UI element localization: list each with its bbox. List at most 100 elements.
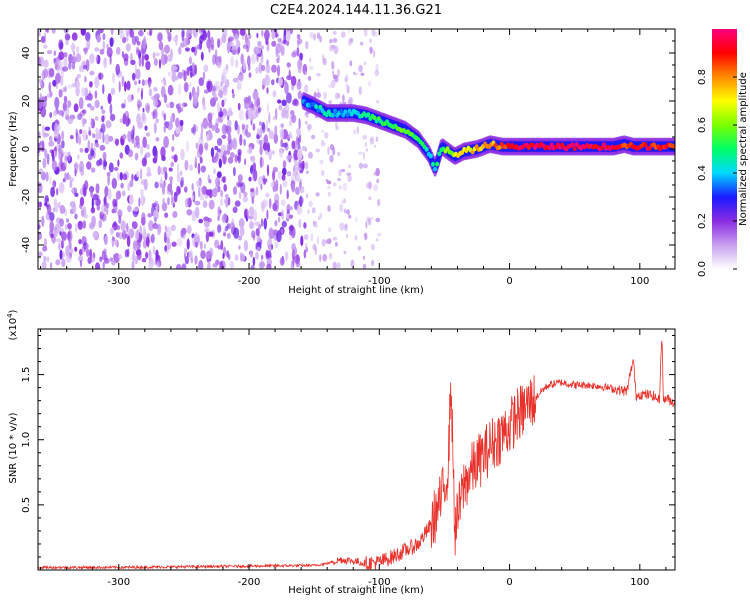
noise-blob	[316, 236, 319, 245]
y-tick-label: 20	[21, 95, 32, 108]
noise-blob	[235, 39, 241, 49]
noise-blob	[325, 239, 329, 244]
noise-blob	[137, 98, 141, 105]
noise-blob	[266, 250, 272, 258]
noise-blob	[77, 255, 84, 263]
noise-blob	[192, 91, 199, 104]
noise-blob	[333, 45, 339, 55]
noise-blob	[140, 189, 144, 197]
noise-blob	[248, 176, 252, 182]
noise-blob	[184, 197, 190, 208]
noise-blob	[252, 90, 259, 101]
noise-blob	[238, 72, 244, 82]
noise-blob	[338, 169, 342, 177]
x-tick-label: -100	[368, 577, 391, 588]
x-tick-label: -300	[107, 577, 130, 588]
noise-blob	[282, 160, 287, 169]
noise-blob	[363, 29, 368, 37]
noise-blob	[39, 92, 42, 101]
noise-blob	[185, 47, 190, 52]
noise-blob	[115, 190, 121, 200]
noise-blob	[145, 60, 151, 71]
noise-blob	[171, 241, 177, 247]
noise-blob	[109, 103, 113, 115]
noise-blob	[216, 61, 222, 69]
noise-blob	[41, 69, 46, 81]
noise-blob	[214, 127, 220, 134]
noise-blob	[63, 57, 68, 68]
noise-blob	[243, 98, 250, 110]
noise-blob	[41, 215, 45, 227]
noise-blob	[266, 263, 272, 269]
noise-blob	[212, 263, 218, 268]
noise-blob	[338, 185, 342, 190]
noise-blob	[79, 65, 82, 73]
noise-blob	[217, 38, 221, 48]
noise-blob	[291, 75, 297, 86]
noise-blob	[59, 41, 64, 50]
noise-blob	[106, 206, 109, 216]
colorbar-ticks: 0.0 0.2 0.4 0.6 0.8	[697, 69, 737, 277]
noise-blob	[214, 157, 219, 163]
noise-blob	[48, 81, 52, 93]
noise-blob	[265, 63, 271, 74]
noise-blob	[84, 147, 89, 153]
noise-blob	[85, 248, 90, 257]
noise-blob	[248, 146, 253, 155]
noise-blob	[177, 71, 183, 79]
noise-blob	[306, 123, 312, 130]
noise-blob	[313, 91, 317, 99]
noise-blob	[295, 254, 300, 263]
noise-blob	[278, 104, 283, 111]
noise-blob	[220, 81, 223, 87]
noise-blob	[69, 180, 73, 188]
noise-blob	[223, 67, 229, 74]
track-core	[431, 161, 435, 167]
noise-blob	[350, 259, 355, 268]
noise-blob	[349, 60, 353, 67]
noise-blob	[256, 32, 259, 39]
noise-blob	[281, 142, 288, 148]
noise-blob	[331, 61, 335, 70]
noise-blob	[115, 232, 120, 238]
noise-blob	[226, 232, 231, 239]
noise-blob	[144, 125, 148, 131]
noise-blob	[307, 208, 310, 215]
noise-blob	[186, 225, 192, 234]
noise-blob	[234, 120, 238, 131]
noise-blob	[141, 216, 146, 226]
noise-blob	[377, 198, 381, 207]
noise-blob	[68, 247, 74, 256]
noise-blob	[43, 59, 49, 68]
noise-blob	[126, 30, 129, 42]
noise-blob	[99, 128, 104, 133]
noise-blob	[77, 221, 83, 226]
noise-blob	[284, 82, 289, 95]
noise-blob	[176, 238, 183, 247]
noise-blob	[103, 206, 107, 213]
noise-blob	[308, 200, 313, 208]
noise-blob	[241, 123, 245, 130]
track-core	[572, 146, 577, 152]
noise-blob	[308, 65, 314, 70]
noise-blob	[211, 124, 215, 132]
noise-blob	[266, 119, 269, 132]
noise-blob	[90, 105, 95, 111]
x-tick-label: -200	[238, 276, 261, 287]
noise-blob	[262, 84, 265, 91]
noise-blob	[253, 169, 258, 182]
noise-blob	[94, 90, 98, 99]
noise-blob	[262, 142, 268, 151]
noise-blob	[127, 118, 131, 125]
noise-blob	[136, 41, 141, 46]
noise-blob	[177, 102, 182, 114]
noise-blob	[94, 47, 100, 52]
noise-blob	[258, 62, 263, 74]
noise-blob	[131, 134, 135, 144]
noise-blob	[365, 182, 371, 189]
noise-blob	[67, 223, 72, 230]
noise-blob	[266, 44, 269, 51]
noise-blob	[369, 46, 373, 54]
noise-blob	[74, 213, 78, 220]
noise-blob	[175, 263, 182, 269]
